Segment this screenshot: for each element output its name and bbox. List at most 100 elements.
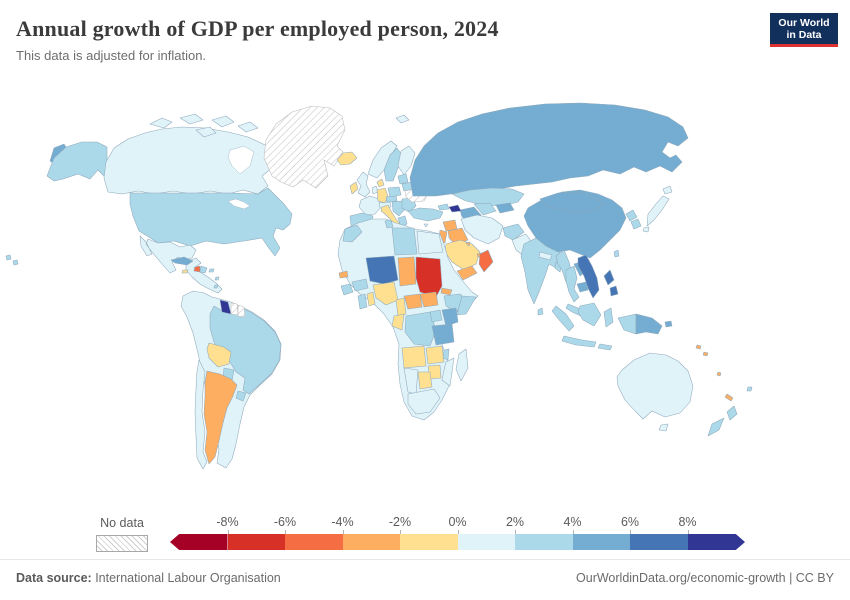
map-region-sulawesi[interactable] [603, 307, 614, 328]
map-region-bolivia[interactable] [206, 342, 232, 368]
map-region-iceland[interactable] [336, 151, 358, 166]
map-region-burkina-faso[interactable] [351, 278, 369, 292]
map-region-madagascar[interactable] [455, 348, 469, 382]
map-region-canada[interactable] [103, 126, 289, 195]
map-region-hawaii[interactable] [5, 254, 19, 266]
footer-link[interactable]: OurWorldinData.org/economic-growth | CC … [576, 571, 834, 585]
map-region-turkey[interactable] [407, 207, 444, 222]
map-region-sri-lanka[interactable] [537, 307, 544, 316]
map-region-south-korea[interactable] [630, 218, 642, 230]
map-region-haiti[interactable] [193, 265, 201, 273]
map-region-oman[interactable] [478, 249, 494, 273]
legend-bin-6-8[interactable] [630, 534, 688, 550]
map-region-tunisia[interactable] [384, 219, 394, 229]
legend-bin-0-2[interactable] [457, 534, 515, 550]
map-region-kyrgyz-tajik[interactable] [495, 202, 515, 214]
map-region-papua-new-guinea[interactable] [635, 313, 673, 335]
map-region-uruguay[interactable] [235, 390, 247, 402]
map-region-svalbard[interactable] [395, 114, 410, 124]
map-region-solomon-islands[interactable] [695, 344, 709, 357]
map-region-jamaica[interactable] [181, 269, 189, 274]
map-region-czech-slovakia[interactable] [385, 195, 398, 203]
map-region-south-sudan[interactable] [419, 291, 439, 308]
map-region-afghanistan[interactable] [502, 223, 525, 241]
legend-bin-lt-8[interactable] [170, 534, 228, 550]
map-region-russia[interactable] [409, 102, 689, 197]
map-region-fiji[interactable] [746, 386, 753, 392]
map-region-togo-benin[interactable] [366, 291, 376, 307]
map-region-chile[interactable] [194, 359, 208, 470]
map-region-azerbaijan[interactable] [448, 204, 462, 213]
map-region-lesser-sunda[interactable] [597, 343, 613, 351]
map-region-nepal[interactable] [538, 251, 553, 261]
map-region-france[interactable] [358, 195, 382, 216]
map-region-greenland[interactable] [263, 105, 346, 189]
map-region-senegal[interactable] [338, 270, 349, 279]
map-region-java[interactable] [561, 335, 597, 348]
map-region-uk[interactable] [356, 171, 371, 198]
map-region-north-korea[interactable] [625, 209, 638, 222]
map-region-denmark[interactable] [376, 178, 385, 188]
map-region-french-guiana[interactable] [237, 304, 246, 318]
legend-bin--2-0[interactable] [400, 534, 458, 550]
map-region-uganda[interactable] [429, 309, 443, 323]
map-region-japan[interactable] [642, 185, 673, 233]
map-region-new-zealand[interactable] [707, 405, 738, 437]
legend-no-data-swatch[interactable] [96, 535, 148, 552]
map-region-guinea[interactable] [340, 283, 354, 296]
map-region-somalia[interactable] [456, 295, 477, 316]
map-region-australia[interactable] [616, 352, 694, 420]
map-region-norway[interactable] [367, 140, 398, 179]
map-region-south-africa[interactable] [407, 388, 441, 415]
map-region-cambodia[interactable] [576, 281, 589, 293]
legend-bin--8--6[interactable] [227, 534, 285, 550]
map-region-arctic-islands[interactable] [149, 113, 259, 138]
map-region-central-african-republic[interactable] [403, 293, 423, 310]
map-region-ghana[interactable] [357, 293, 368, 310]
map-region-tanzania[interactable] [431, 323, 455, 346]
map-region-botswana[interactable] [417, 371, 433, 390]
map-region-libya[interactable] [391, 227, 418, 256]
map-region-yemen[interactable] [456, 265, 478, 281]
legend-bin-gt8[interactable] [687, 534, 745, 550]
map-region-egypt[interactable] [416, 230, 444, 255]
map-region-puerto-rico[interactable] [208, 268, 220, 289]
map-region-cameroon[interactable] [395, 297, 407, 317]
map-region-angola[interactable] [401, 345, 427, 369]
map-region-ireland[interactable] [349, 181, 359, 195]
map-region-nigeria[interactable] [372, 281, 399, 306]
map-region-chad[interactable] [397, 256, 417, 287]
map-region-west-new-guinea[interactable] [617, 313, 637, 335]
map-region-malawi[interactable] [442, 348, 450, 361]
map-region-baltics[interactable] [397, 173, 409, 185]
map-region-taiwan[interactable] [613, 249, 620, 258]
legend-bin--6--4[interactable] [285, 534, 343, 550]
map-region-germany[interactable] [376, 187, 389, 204]
map-region-poland[interactable] [387, 186, 402, 198]
map-region-georgia[interactable] [437, 203, 450, 211]
map-region-zambia[interactable] [425, 345, 445, 365]
map-region-kuwait[interactable] [465, 241, 471, 247]
legend-bin-4-6[interactable] [572, 534, 630, 550]
map-region-cyprus[interactable] [423, 223, 429, 228]
map-region-vanuatu[interactable] [716, 371, 722, 377]
map-region-suriname[interactable] [230, 302, 239, 316]
map-region-cuba[interactable] [170, 256, 194, 266]
owid-logo[interactable]: Our World in Data [770, 13, 838, 47]
map-region-mongolia[interactable] [539, 191, 605, 214]
map-region-usa[interactable] [129, 187, 293, 257]
map-region-philippines[interactable] [603, 269, 619, 297]
legend-bin--4--2[interactable] [342, 534, 400, 550]
map-region-niger[interactable] [365, 255, 399, 285]
map-region-china[interactable] [523, 189, 627, 259]
map-region-new-caledonia[interactable] [724, 393, 734, 402]
map-region-sudan[interactable] [415, 256, 443, 298]
map-region-borneo[interactable] [577, 302, 602, 327]
map-region-thailand[interactable] [565, 265, 580, 303]
map-region-gabon-congo[interactable] [391, 313, 405, 331]
map-region-mozambique[interactable] [441, 357, 455, 387]
map-region-tasmania[interactable] [658, 423, 669, 432]
map-region-morocco[interactable] [342, 224, 363, 243]
map-region-uzbekistan[interactable] [473, 202, 497, 216]
map-region-argentina[interactable] [203, 370, 238, 465]
